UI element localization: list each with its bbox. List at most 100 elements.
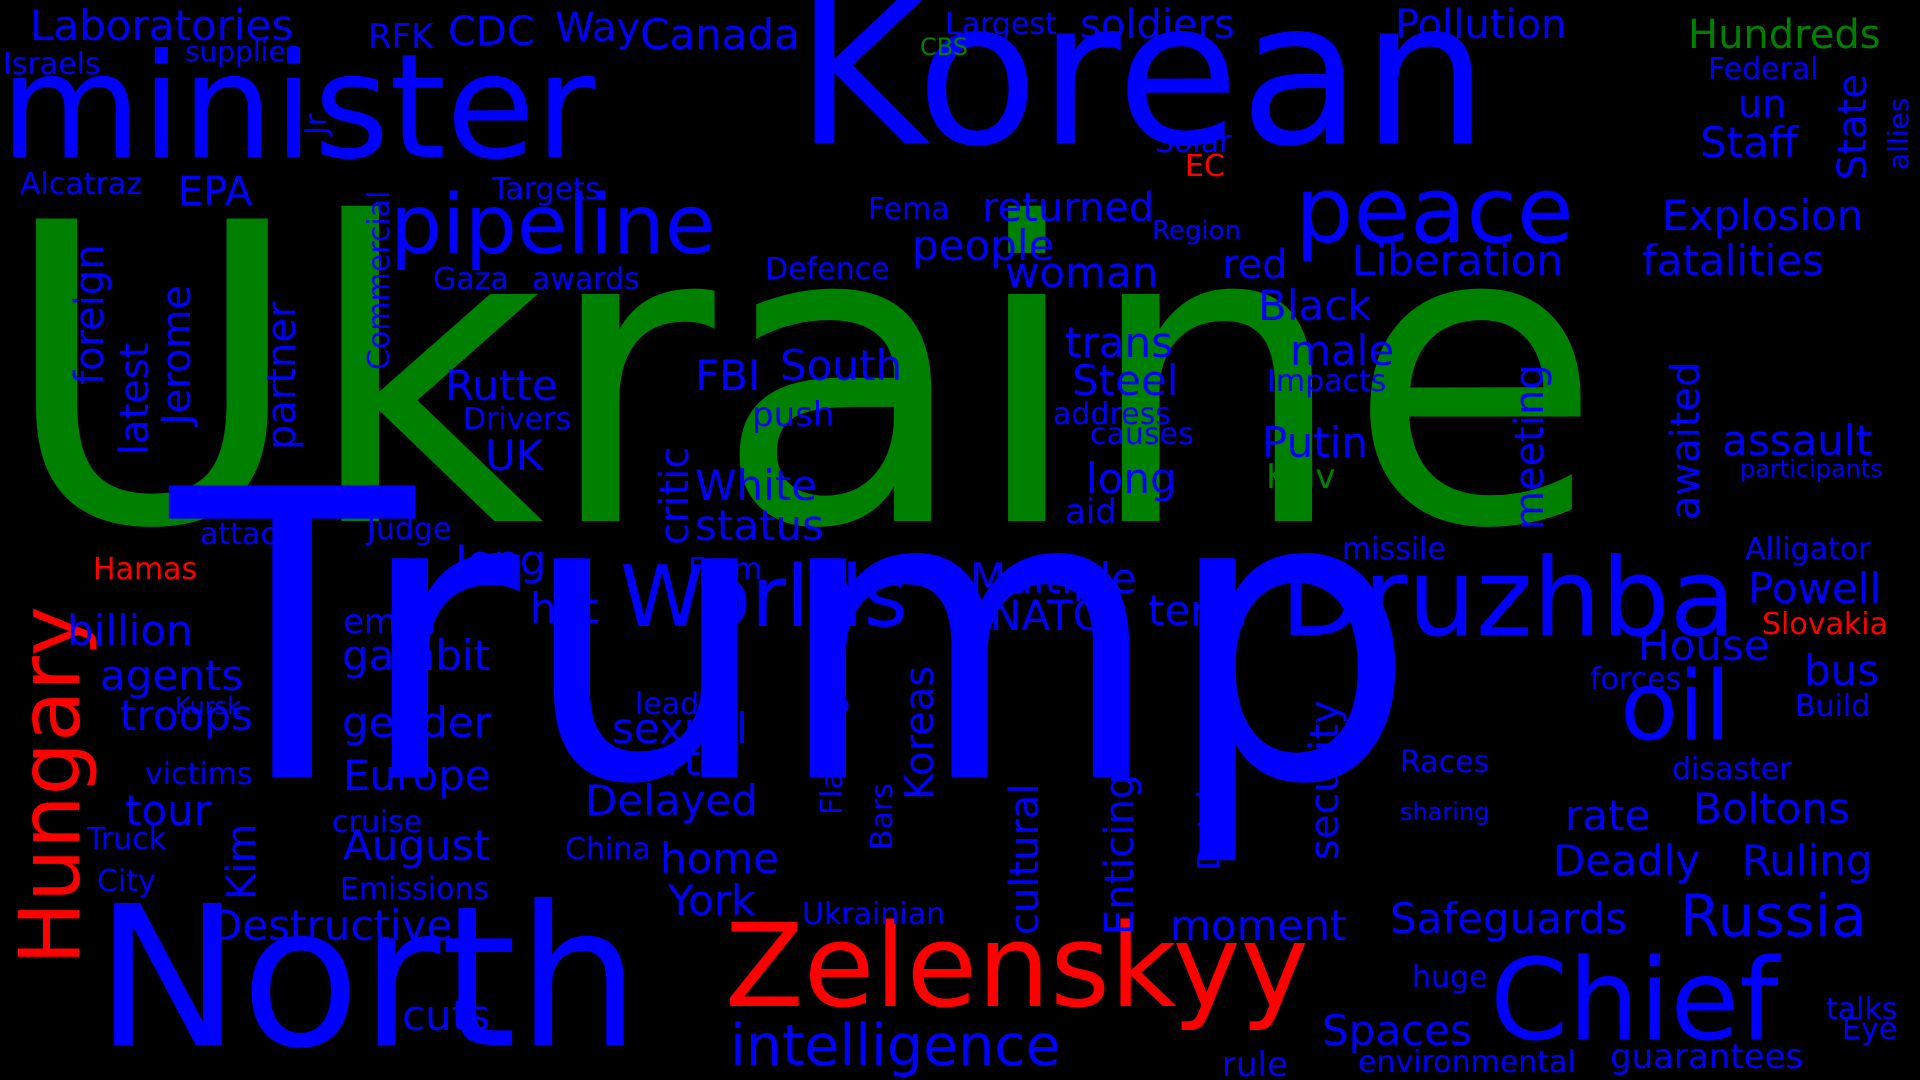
word-aid: aid [1065,492,1117,532]
word-nato: NATO [990,591,1106,640]
word-races: Races [1400,745,1490,780]
word-russia: Russia [1680,882,1867,950]
word-region: Region [1152,216,1242,246]
word-pipeline: pipeline [390,178,716,273]
word-forces: forces [1590,662,1682,697]
word-jerome: Jerome [154,284,200,425]
word-alligator: Alligator [1745,532,1871,567]
word-hamas: Hamas [93,552,198,587]
word-way: Way [555,5,641,51]
word-partner: partner [259,301,305,450]
word-house: House [1638,621,1770,670]
word-putin: Putin [1262,418,1368,467]
word-returned: returned [982,185,1155,231]
word-bars: Bars [865,783,900,850]
word-push: push [752,395,835,435]
word-jr: Jr [299,113,334,135]
word-term: term [1148,586,1248,635]
word-cuts: cuts [402,991,491,1040]
word-black: Black [1258,281,1372,330]
word-peace: peace [1295,157,1574,264]
word-ruling: Ruling [1742,836,1873,885]
word-talks: talks [1826,992,1898,1027]
word-federal: Federal [1708,52,1819,87]
word-kursk: Kursk [175,692,242,720]
word-koreas: Koreas [897,665,943,800]
word-white: White [695,461,818,510]
word-hundreds: Hundreds [1688,12,1881,58]
word-woman: woman [1005,248,1159,297]
word-targets: Targets [492,172,601,207]
word-rfk: RFK [368,17,434,57]
word-assault: assault [1722,416,1872,465]
word-canada: Canada [640,10,800,59]
word-long: long [1086,454,1177,503]
word-israels: Israels [3,47,101,82]
word-emissions: Emissions [340,872,490,907]
word-judge: Judge [367,512,452,547]
word-laboratories: Laboratories [30,1,294,50]
word-bus: bus [1804,646,1880,695]
word-billion: billion [67,606,193,655]
word-eye: Eye [1842,1012,1898,1047]
word-defence: Defence [765,252,890,287]
word-pollution: Pollution [1395,2,1567,48]
word-commercial: Commercial [362,190,397,370]
word-leader: leader [635,687,731,722]
word-intelligence: intelligence [730,1013,1061,1079]
word-drivers: Drivers [463,402,571,437]
word-rule: rule [1222,1045,1288,1080]
word-hot: hot [530,584,599,633]
word-cdc: CDC [448,9,535,55]
word-worlds: Worlds [620,548,908,647]
word-slovakia: Slovakia [1762,607,1888,642]
word-solar: Solar [1155,125,1232,160]
word-zelenskyy: Zelenskyy [725,900,1309,1034]
word-farm: Farm [688,552,762,587]
word-latest: latest [112,342,158,455]
word-huge: huge [1412,960,1488,995]
word-uk: UK [485,431,544,480]
word-cultural: cultural [1002,783,1048,935]
word-largest: Largest [945,7,1057,42]
word-foreign: foreign [67,244,113,385]
word-gambit: gambit [342,631,491,680]
word-tour: tour [125,786,212,835]
word-sexual: sexual [612,704,748,753]
word-gender: gender [342,698,491,747]
word-oil: oil [1620,652,1731,762]
word-home: home [660,834,780,883]
word-south: South [780,341,903,390]
word-safeguards: Safeguards [1390,894,1628,943]
word-alcatraz: Alcatraz [20,167,142,202]
word-sharing: sharing [1400,798,1490,826]
word-deadly: Deadly [1553,836,1701,885]
word-epa: EPA [178,169,253,215]
word-impacts: Impacts [1267,364,1387,399]
word-email: email [343,602,437,642]
word-multiple: Multiple [970,554,1137,603]
word-awaited: awaited [1663,361,1709,520]
word-security: security [1302,700,1348,860]
word-attack: attack [200,517,295,552]
word-red: red [1222,242,1288,288]
word-address: address [1053,397,1171,432]
word-agents: agents [100,651,244,700]
word-trump: Trump [170,407,1418,872]
word-europe: Europe [343,751,491,800]
word-kim: Kim [219,823,265,900]
word-soldiers: soldiers [1080,2,1235,48]
word-rate: rate [1565,791,1651,840]
word-boltons: Boltons [1693,784,1850,833]
word-staff: Staff [1700,118,1798,167]
word-male: male [1290,326,1395,375]
word-destructive: Destructive [210,901,453,950]
word-enticing: Enticing [1097,773,1143,935]
word-moment: moment [1170,901,1347,950]
word-rutte: Rutte [445,361,558,410]
word-detainees: Detainees [1192,718,1227,870]
word-druzhba: Druzhba [1280,536,1736,661]
word-fatalities: fatalities [1642,236,1824,285]
word-participants: participants [1740,455,1883,483]
